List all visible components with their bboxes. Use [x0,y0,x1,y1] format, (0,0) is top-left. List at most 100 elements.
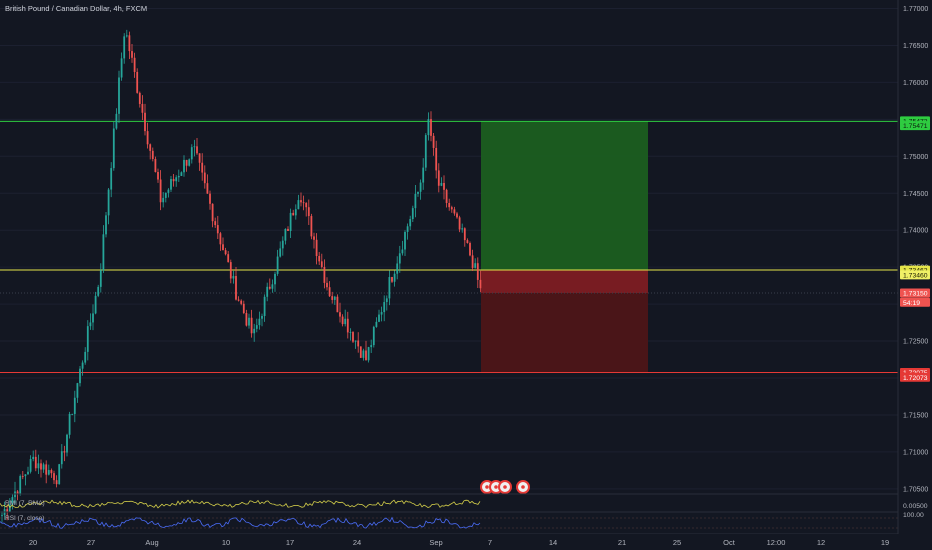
candle-down[interactable] [45,464,48,475]
candle-down[interactable] [341,316,344,325]
price-tag[interactable] [900,297,930,307]
candle-up[interactable] [409,219,412,227]
candle-down[interactable] [237,299,240,301]
candle-down[interactable] [196,146,198,154]
candle-down[interactable] [336,296,339,313]
candle-down[interactable] [144,112,146,132]
candle-up[interactable] [73,397,76,414]
candle-up[interactable] [362,350,365,358]
symbol-title[interactable]: British Pound / Canadian Dollar, 4h, FXC… [5,4,148,13]
candle-up[interactable] [419,182,422,192]
stop-zone-filled[interactable] [481,269,648,294]
candle-up[interactable] [89,322,92,327]
candle-down[interactable] [224,250,227,255]
price-tag[interactable] [900,288,930,298]
candle-up[interactable] [370,345,373,348]
candle-up[interactable] [414,193,417,209]
candle-up[interactable] [404,231,406,250]
candle-down[interactable] [287,228,289,232]
candle-down[interactable] [40,463,42,470]
candle-up[interactable] [24,474,27,477]
candle-down[interactable] [466,240,469,244]
candle-up[interactable] [177,175,180,178]
candle-down[interactable] [216,225,219,234]
candle-up[interactable] [167,189,170,193]
candle-up[interactable] [8,505,11,512]
candle-up[interactable] [107,189,110,216]
price-tag[interactable] [900,121,930,131]
candle-up[interactable] [32,456,35,460]
candle-up[interactable] [68,413,71,435]
candle-down[interactable] [313,236,315,240]
candle-down[interactable] [302,202,305,204]
candle-down[interactable] [453,209,456,214]
candle-up[interactable] [255,325,258,329]
rsi-indicator-label[interactable]: RSI (7, close) [5,515,45,522]
candle-up[interactable] [284,228,287,241]
candle-down[interactable] [6,509,9,512]
candle-down[interactable] [242,303,245,314]
candle-up[interactable] [42,464,45,470]
candle-up[interactable] [289,212,292,232]
candle-up[interactable] [396,263,399,274]
candle-down[interactable] [445,189,448,203]
candle-down[interactable] [235,276,237,300]
candle-down[interactable] [357,340,360,347]
candle-down[interactable] [437,170,440,186]
candle-up[interactable] [110,168,113,190]
candle-up[interactable] [11,497,14,506]
candle-up[interactable] [380,312,383,315]
candle-up[interactable] [99,270,102,287]
candle-up[interactable] [372,326,375,346]
candle-up[interactable] [97,286,100,296]
candle-down[interactable] [432,135,435,148]
candle-up[interactable] [393,273,396,282]
candle-up[interactable] [294,209,297,216]
candle-down[interactable] [63,451,66,453]
candle-down[interactable] [141,103,144,113]
candle-up[interactable] [190,147,193,160]
candle-up[interactable] [162,197,165,203]
candle-down[interactable] [206,183,209,194]
candle-down[interactable] [151,150,154,159]
candle-down[interactable] [138,92,141,104]
candle-down[interactable] [323,266,326,283]
candle-up[interactable] [71,413,74,415]
candle-down[interactable] [219,233,222,245]
candle-up[interactable] [120,58,123,78]
candle-down[interactable] [268,286,271,289]
candle-down[interactable] [365,350,367,361]
candle-up[interactable] [383,302,386,313]
candle-up[interactable] [66,434,68,453]
candle-down[interactable] [157,172,159,180]
candle-down[interactable] [185,159,188,166]
candle-down[interactable] [458,217,461,230]
candle-down[interactable] [430,119,432,136]
candle-down[interactable] [209,193,211,204]
candle-up[interactable] [248,317,250,326]
candle-up[interactable] [333,296,336,300]
candle-down[interactable] [339,312,341,317]
candle-down[interactable] [471,255,474,268]
candle-up[interactable] [115,113,118,129]
candle-up[interactable] [92,313,94,323]
candle-up[interactable] [118,77,120,114]
candle-down[interactable] [245,313,248,326]
candle-down[interactable] [229,262,232,279]
candle-up[interactable] [37,463,40,469]
candle-down[interactable] [456,213,458,218]
candle-up[interactable] [276,256,279,274]
candle-up[interactable] [84,351,87,363]
candle-down[interactable] [435,147,438,171]
candle-down[interactable] [198,153,201,163]
candle-down[interactable] [16,491,19,494]
candle-down[interactable] [307,207,310,217]
candle-down[interactable] [318,256,321,262]
candle-up[interactable] [102,234,105,271]
candle-up[interactable] [180,172,183,176]
candle-down[interactable] [136,71,139,93]
candle-up[interactable] [388,277,391,299]
candle-down[interactable] [53,473,55,481]
candle-up[interactable] [385,298,388,303]
